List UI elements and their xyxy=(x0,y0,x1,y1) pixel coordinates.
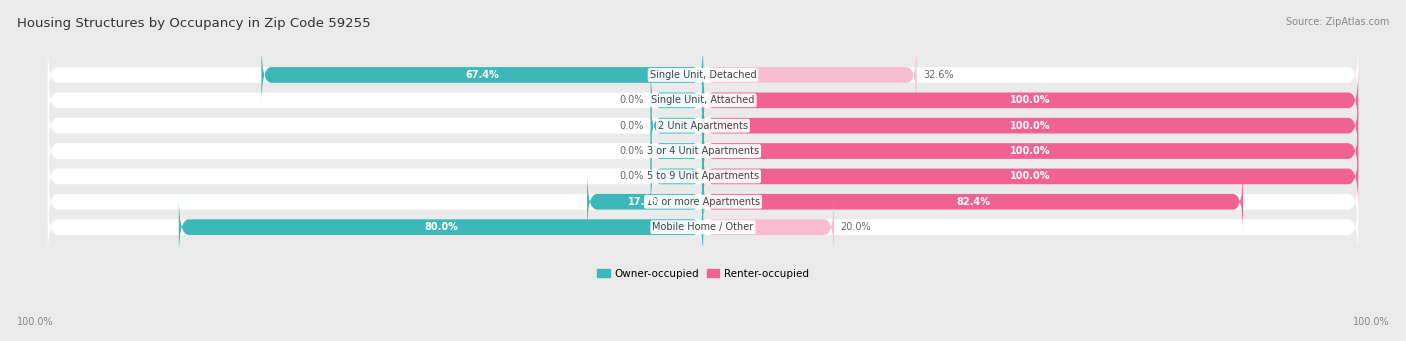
Text: Source: ZipAtlas.com: Source: ZipAtlas.com xyxy=(1285,17,1389,27)
FancyBboxPatch shape xyxy=(703,70,1358,131)
Text: 0.0%: 0.0% xyxy=(620,172,644,181)
FancyBboxPatch shape xyxy=(703,172,1243,232)
FancyBboxPatch shape xyxy=(48,45,1358,105)
FancyBboxPatch shape xyxy=(651,121,703,181)
FancyBboxPatch shape xyxy=(651,146,703,207)
FancyBboxPatch shape xyxy=(651,70,703,131)
Text: 100.0%: 100.0% xyxy=(1011,172,1050,181)
Text: Single Unit, Detached: Single Unit, Detached xyxy=(650,70,756,80)
Text: 82.4%: 82.4% xyxy=(956,197,990,207)
Text: 20.0%: 20.0% xyxy=(841,222,872,232)
FancyBboxPatch shape xyxy=(703,197,834,257)
Text: Housing Structures by Occupancy in Zip Code 59255: Housing Structures by Occupancy in Zip C… xyxy=(17,17,371,30)
FancyBboxPatch shape xyxy=(588,172,703,232)
Text: 100.0%: 100.0% xyxy=(1353,317,1389,327)
FancyBboxPatch shape xyxy=(48,95,1358,156)
Text: 10 or more Apartments: 10 or more Apartments xyxy=(645,197,761,207)
Text: 0.0%: 0.0% xyxy=(620,95,644,105)
FancyBboxPatch shape xyxy=(703,45,917,105)
Text: 32.6%: 32.6% xyxy=(924,70,953,80)
Text: 5 to 9 Unit Apartments: 5 to 9 Unit Apartments xyxy=(647,172,759,181)
FancyBboxPatch shape xyxy=(48,146,1358,207)
FancyBboxPatch shape xyxy=(651,95,703,156)
FancyBboxPatch shape xyxy=(262,45,703,105)
Text: 17.7%: 17.7% xyxy=(628,197,662,207)
Text: 0.0%: 0.0% xyxy=(620,146,644,156)
Text: Single Unit, Attached: Single Unit, Attached xyxy=(651,95,755,105)
Text: Mobile Home / Other: Mobile Home / Other xyxy=(652,222,754,232)
FancyBboxPatch shape xyxy=(48,197,1358,257)
Text: 2 Unit Apartments: 2 Unit Apartments xyxy=(658,121,748,131)
Text: 3 or 4 Unit Apartments: 3 or 4 Unit Apartments xyxy=(647,146,759,156)
Legend: Owner-occupied, Renter-occupied: Owner-occupied, Renter-occupied xyxy=(593,265,813,283)
FancyBboxPatch shape xyxy=(703,146,1358,207)
FancyBboxPatch shape xyxy=(703,121,1358,181)
FancyBboxPatch shape xyxy=(48,172,1358,232)
Text: 80.0%: 80.0% xyxy=(425,222,458,232)
FancyBboxPatch shape xyxy=(179,197,703,257)
Text: 100.0%: 100.0% xyxy=(1011,95,1050,105)
FancyBboxPatch shape xyxy=(48,121,1358,181)
Text: 67.4%: 67.4% xyxy=(465,70,499,80)
Text: 100.0%: 100.0% xyxy=(17,317,53,327)
Text: 100.0%: 100.0% xyxy=(1011,146,1050,156)
FancyBboxPatch shape xyxy=(48,70,1358,131)
Text: 0.0%: 0.0% xyxy=(620,121,644,131)
Text: 100.0%: 100.0% xyxy=(1011,121,1050,131)
FancyBboxPatch shape xyxy=(703,95,1358,156)
